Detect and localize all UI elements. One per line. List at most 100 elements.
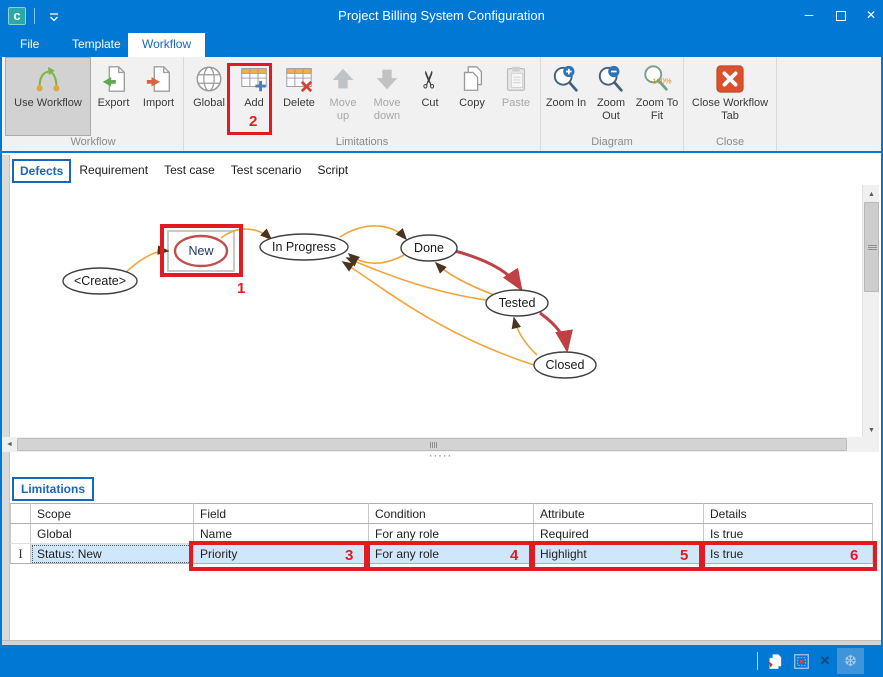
limitations-tab-strip: Limitations <box>12 477 95 501</box>
cell-condition[interactable]: For any role <box>368 543 534 564</box>
tab-test-case[interactable]: Test case <box>164 163 215 177</box>
zoom-to-fit-button[interactable]: 100% Zoom To Fit <box>633 57 681 136</box>
annotation-number-6: 6 <box>850 547 859 564</box>
node-closed[interactable]: Closed <box>533 351 597 379</box>
horizontal-thumb-grip <box>430 442 438 448</box>
annotation-number-3: 3 <box>345 547 354 564</box>
app-logo-icon[interactable]: c <box>8 7 26 25</box>
paste-button[interactable]: Paste <box>494 57 538 136</box>
node-in-progress[interactable]: In Progress <box>259 233 349 261</box>
maximize-button[interactable] <box>826 0 856 30</box>
copy-files-icon[interactable] <box>763 651 785 671</box>
tab-test-scenario[interactable]: Test scenario <box>230 163 302 177</box>
column-header-details[interactable]: Details <box>703 503 873 524</box>
import-icon <box>143 63 175 95</box>
cell-details[interactable]: Is true <box>703 523 873 544</box>
move-up-label: Move up <box>329 97 357 122</box>
column-header-scope[interactable]: Scope <box>30 503 194 524</box>
tab-file[interactable]: File <box>20 37 40 51</box>
zoom-in-icon <box>550 63 582 95</box>
row-header-column <box>10 503 31 524</box>
add-label: Add <box>244 97 264 109</box>
delete-button[interactable]: Delete <box>276 57 322 136</box>
tab-workflow[interactable]: Workflow <box>128 33 206 57</box>
global-button[interactable]: Global <box>186 57 232 136</box>
horizontal-scroll-thumb[interactable] <box>17 438 847 451</box>
cell-field[interactable]: Priority <box>193 543 369 564</box>
node-new[interactable]: New <box>173 234 229 268</box>
tab-script[interactable]: Script <box>317 163 349 177</box>
node-tested[interactable]: Tested <box>485 289 549 317</box>
workflow-diagram: <Create> New In Progress Done Tested <box>62 225 597 379</box>
use-workflow-button[interactable]: Use Workflow <box>5 57 91 136</box>
zoom-out-button[interactable]: Zoom Out <box>589 57 633 136</box>
tab-requirement[interactable]: Requirement <box>79 163 149 177</box>
ribbon-group-diagram: Zoom In Zoom Out <box>541 57 684 151</box>
move-up-button[interactable]: Move up <box>322 57 364 136</box>
export-icon <box>98 63 130 95</box>
node-done[interactable]: Done <box>400 234 458 262</box>
ribbon-group-close: Close Workflow Tab Close <box>684 57 777 151</box>
annotation-box-1 <box>160 224 243 277</box>
zoom-fit-icon: 100% <box>641 63 673 95</box>
tab-limitations[interactable]: Limitations <box>12 477 95 501</box>
window-title: Project Billing System Configuration <box>338 8 545 23</box>
scroll-up-arrow[interactable]: ▲ <box>868 191 875 198</box>
minimize-button[interactable]: ─ <box>804 8 814 22</box>
move-down-label: Move down <box>373 97 401 122</box>
cell-details[interactable]: Is true <box>703 543 873 564</box>
ribbon-group-label-limitations: Limitations <box>335 136 389 148</box>
scroll-left-arrow[interactable]: ◄ <box>6 441 13 448</box>
left-panel-strip <box>2 155 10 645</box>
annotation-box-3 <box>189 541 368 571</box>
panel-splitter[interactable]: ····· <box>428 450 453 462</box>
document-tab-strip: Defects Requirement Test case Test scena… <box>12 159 356 183</box>
close-button[interactable]: ✕ <box>865 8 877 22</box>
copy-button[interactable]: Copy <box>450 57 494 136</box>
table-row-selected[interactable]: I Status: New Priority For any role High… <box>10 543 873 564</box>
cut-button[interactable]: ✂ Cut <box>410 57 450 136</box>
column-header-attribute[interactable]: Attribute <box>533 503 704 524</box>
tab-defects[interactable]: Defects <box>12 159 72 183</box>
cell-condition[interactable]: For any role <box>368 523 534 544</box>
paste-label: Paste <box>501 97 531 109</box>
arrow-up-icon <box>327 63 359 95</box>
scrollbar-corner <box>862 437 879 452</box>
zoom-fit-percent-label: 100% <box>652 77 672 86</box>
snowflake-icon[interactable]: ❆ <box>837 648 864 674</box>
vertical-scroll-thumb[interactable] <box>864 202 879 292</box>
scroll-down-arrow[interactable]: ▼ <box>868 427 875 434</box>
close-workflow-tab-button[interactable]: Close Workflow Tab <box>686 57 774 136</box>
cell-scope[interactable]: Status: New <box>30 543 194 564</box>
row-selector-edit-marker[interactable]: I <box>10 543 31 564</box>
diagram-horizontal-scrollbar[interactable]: ◄ <box>2 437 862 452</box>
annotation-number-2: 2 <box>249 113 258 130</box>
frame-x-icon[interactable] <box>790 651 812 671</box>
annotation-number-1: 1 <box>237 280 246 297</box>
titlebar-divider <box>34 8 35 24</box>
add-button[interactable]: Add <box>232 57 276 136</box>
workflow-diagram-canvas[interactable]: <Create> New In Progress Done Tested <box>10 185 862 437</box>
node-closed-label: Closed <box>546 358 585 372</box>
quick-access-dropdown-icon[interactable] <box>48 10 60 22</box>
tab-template[interactable]: Template <box>72 37 121 51</box>
zoom-out-icon <box>595 63 627 95</box>
diagram-edges <box>123 225 573 366</box>
diagram-vertical-scrollbar[interactable]: ▲ ▼ <box>862 185 879 438</box>
cell-scope[interactable]: Global <box>30 523 194 544</box>
window-border-right <box>881 32 883 677</box>
import-button[interactable]: Import <box>136 57 181 136</box>
row-selector[interactable] <box>10 523 31 544</box>
move-down-button[interactable]: Move down <box>364 57 410 136</box>
statusbar-divider <box>757 652 758 670</box>
zoom-out-label: Zoom Out <box>596 97 626 122</box>
zoom-in-button[interactable]: Zoom In <box>543 57 589 136</box>
column-header-field[interactable]: Field <box>193 503 369 524</box>
column-header-condition[interactable]: Condition <box>368 503 534 524</box>
maximize-icon <box>836 10 846 21</box>
export-button[interactable]: Export <box>91 57 136 136</box>
cell-attribute[interactable]: Highlight <box>533 543 704 564</box>
node-create[interactable]: <Create> <box>62 267 138 295</box>
dark-x-icon[interactable]: ✕ <box>819 653 831 668</box>
